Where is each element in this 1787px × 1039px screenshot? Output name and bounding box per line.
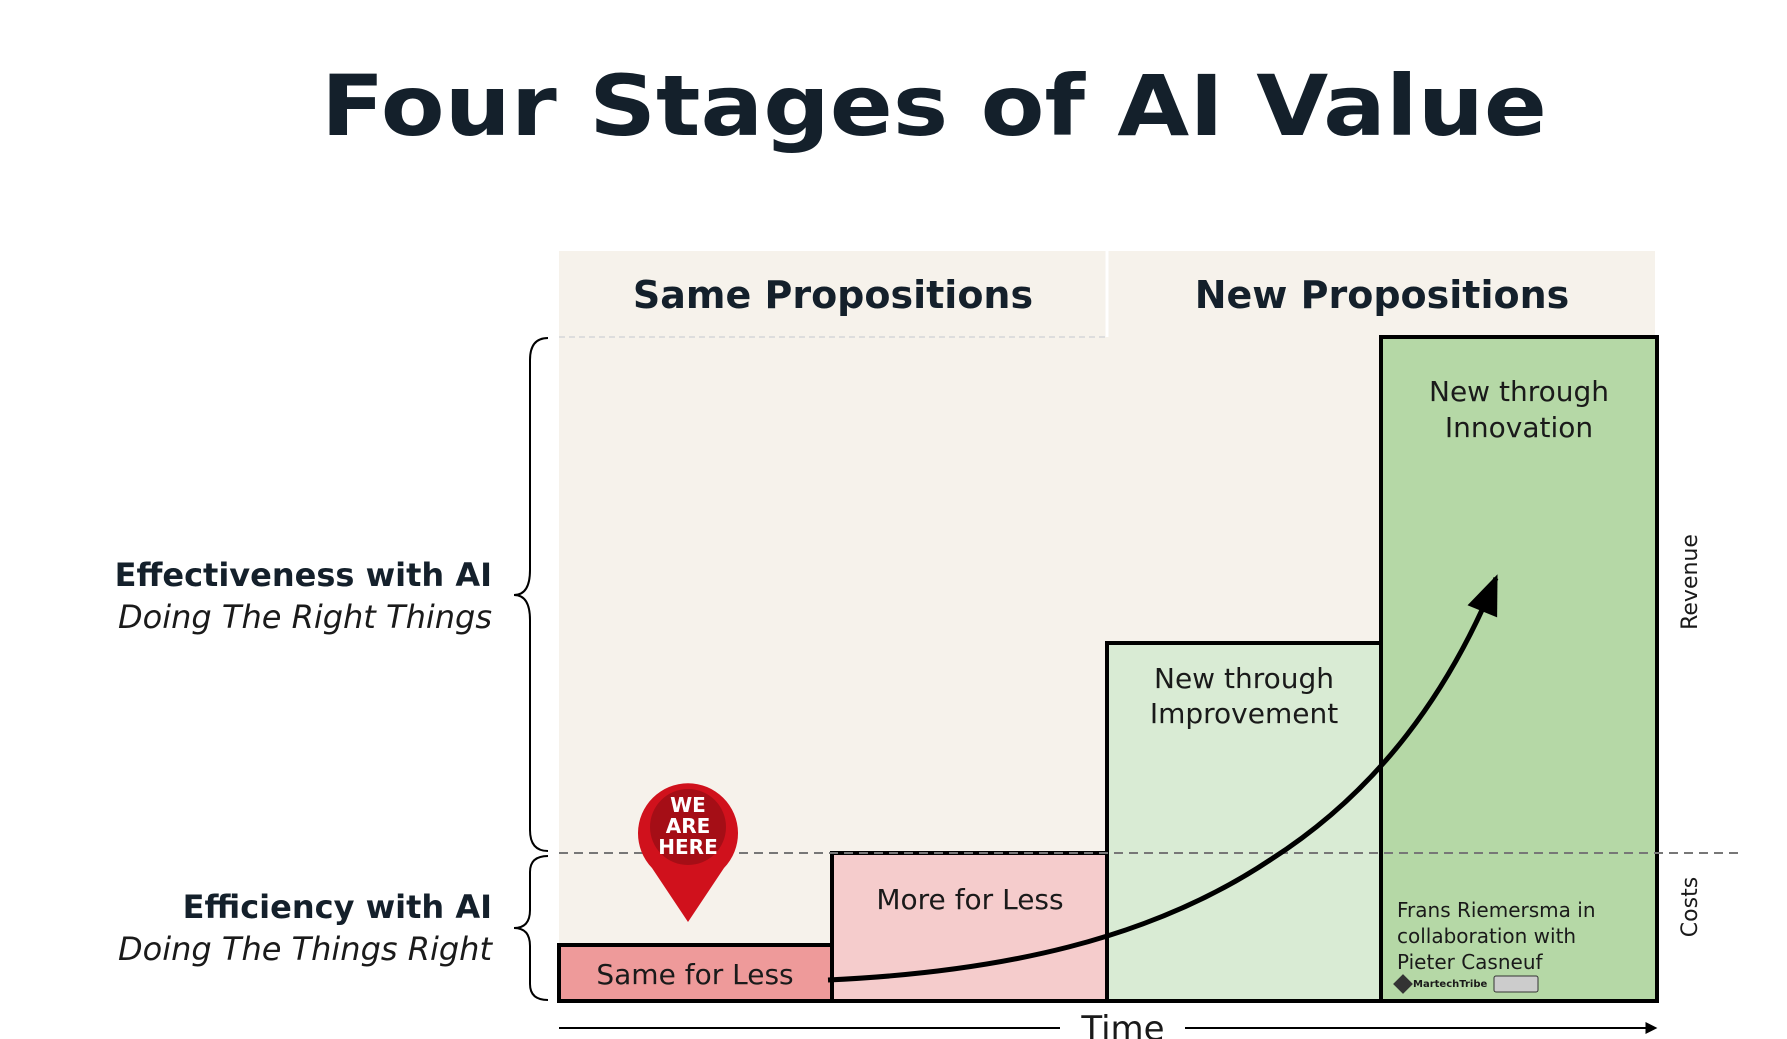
- left-label-title: Effectiveness with AI: [115, 556, 492, 594]
- pin-text: ARE: [666, 814, 711, 838]
- logo-icon: [1393, 974, 1413, 994]
- stage-label: New through: [1154, 662, 1334, 695]
- stage-box: [557, 943, 834, 1003]
- stage-label: New through: [1429, 375, 1609, 408]
- axis-label: Time: [1080, 1009, 1164, 1039]
- stage-box: [1379, 335, 1659, 1003]
- stage-label: Same for Less: [596, 958, 793, 991]
- left-label-subtitle: Doing The Right Things: [118, 598, 492, 636]
- column-header: Same Propositions: [633, 273, 1033, 317]
- column-header: New Propositions: [1195, 273, 1570, 317]
- pin-text: HERE: [658, 835, 717, 859]
- stage-label: Improvement: [1150, 697, 1338, 730]
- brace: [513, 855, 549, 1001]
- credit: Pieter Casneuf: [1397, 950, 1544, 974]
- right-label: Costs: [1678, 877, 1703, 937]
- pin-text: WE: [670, 793, 706, 817]
- left-label-subtitle: Doing The Things Right: [118, 930, 493, 968]
- pin-inner: [650, 789, 726, 865]
- brace: [513, 337, 549, 852]
- stage-label: Innovation: [1445, 411, 1593, 444]
- credit: collaboration with: [1397, 924, 1576, 948]
- stage-label: More for Less: [876, 883, 1063, 916]
- license-badge: [1493, 975, 1539, 993]
- credit: Frans Riemersma in: [1397, 898, 1596, 922]
- stage-box: [1105, 641, 1383, 1003]
- right-label: Revenue: [1678, 534, 1703, 630]
- title: Four Stages of AI Value: [321, 57, 1547, 155]
- logo: MartechTribe: [1413, 979, 1487, 990]
- growth-arrow: [827, 574, 1499, 983]
- left-label-title: Efficiency with AI: [183, 888, 492, 926]
